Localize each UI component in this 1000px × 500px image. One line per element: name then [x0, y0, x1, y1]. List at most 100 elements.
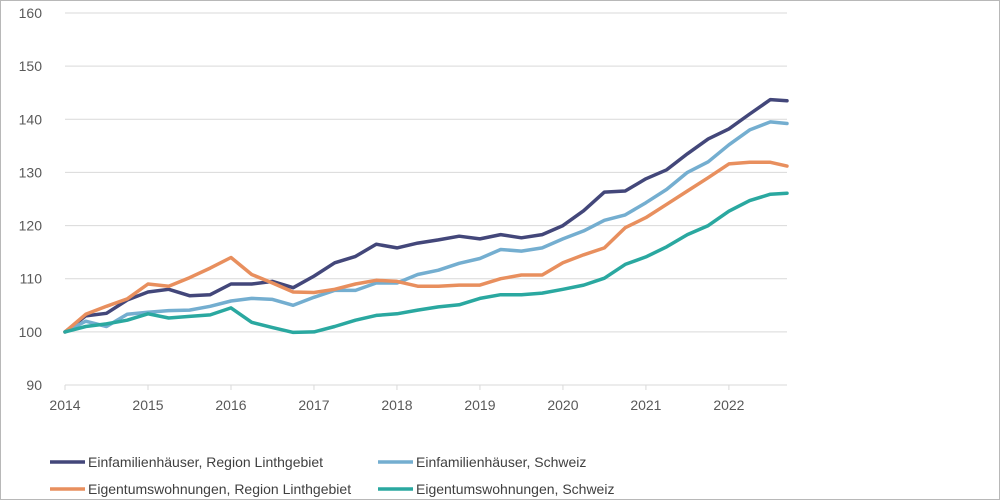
data-point [188, 295, 191, 297]
data-point [230, 283, 232, 285]
data-point [417, 309, 419, 311]
data-point [334, 262, 336, 264]
series-2 [63, 120, 789, 334]
data-point [396, 280, 398, 282]
data-point [786, 165, 788, 167]
data-point [728, 210, 730, 212]
data-point [375, 243, 377, 245]
data-point [188, 309, 191, 311]
data-point [583, 210, 585, 212]
data-point [147, 283, 149, 285]
data-point [105, 312, 108, 314]
data-point [728, 163, 730, 165]
series-line [63, 97, 789, 334]
data-point [417, 273, 419, 276]
data-point [645, 178, 647, 180]
data-point [437, 306, 439, 308]
data-point [209, 305, 211, 307]
data-point [645, 202, 647, 204]
data-point [500, 248, 502, 251]
data-point [168, 285, 170, 287]
data-point [458, 262, 460, 264]
y-tick-label: 130 [19, 164, 43, 180]
x-tick-label: 2021 [630, 397, 661, 413]
data-point [354, 319, 357, 321]
data-point [728, 128, 730, 130]
data-point [251, 321, 253, 323]
data-point [396, 247, 398, 249]
data-point [292, 291, 294, 293]
data-point [786, 192, 788, 194]
x-tick-label: 2014 [49, 397, 80, 413]
x-tick-label: 2020 [547, 397, 578, 413]
data-point [271, 327, 274, 329]
data-point [520, 294, 523, 296]
data-point [105, 305, 108, 307]
data-point [541, 247, 543, 249]
data-point [313, 296, 315, 298]
series-4 [63, 191, 789, 335]
data-point [209, 267, 211, 269]
data-point [562, 262, 564, 264]
legend-item-2: Einfamilienhäuser, Schweiz [378, 454, 586, 470]
data-point [500, 278, 502, 280]
data-point [209, 294, 211, 296]
data-point [707, 177, 709, 179]
x-tick-label: 2016 [215, 397, 246, 413]
data-point [786, 122, 788, 125]
data-point [251, 297, 253, 299]
data-point [666, 188, 668, 190]
y-tick-label: 150 [19, 58, 43, 74]
data-point [749, 129, 751, 131]
data-point [437, 269, 439, 271]
legend-label: Eigentumswohnungen, Region Linthgebiet [88, 481, 351, 497]
data-point [271, 282, 274, 284]
data-point [686, 190, 689, 192]
data-point [541, 274, 543, 276]
series-line [63, 160, 789, 334]
data-point [85, 313, 87, 315]
data-point [707, 161, 709, 163]
data-point [728, 144, 730, 146]
data-point [354, 255, 357, 257]
data-point [645, 256, 647, 258]
data-point [105, 325, 108, 328]
data-point [583, 284, 585, 286]
data-point [437, 239, 439, 241]
data-point [749, 161, 751, 163]
data-point [624, 190, 626, 192]
data-point [313, 291, 315, 294]
x-tick-label: 2015 [132, 397, 163, 413]
series-3 [63, 160, 789, 334]
data-point [354, 283, 357, 285]
y-axis-tick-labels: 90 100 110 120 130 140 150 160 [19, 5, 43, 393]
data-point [645, 217, 647, 219]
data-point [292, 287, 294, 289]
series-lines [63, 97, 789, 335]
data-point [603, 277, 606, 279]
data-point [251, 283, 253, 285]
x-tick-label: 2022 [713, 397, 744, 413]
data-point [85, 325, 87, 328]
legend-item-4: Eigentumswohnungen, Schweiz [378, 481, 614, 497]
data-point [334, 288, 336, 290]
legend-item-3: Eigentumswohnungen, Region Linthgebiet [50, 481, 351, 497]
data-point [686, 153, 689, 155]
data-point [603, 247, 606, 249]
data-point [105, 323, 108, 325]
data-point [562, 225, 564, 227]
data-point [168, 288, 170, 290]
x-tick-label: 2019 [464, 397, 495, 413]
data-point [520, 250, 523, 252]
data-point [769, 193, 772, 195]
y-tick-label: 90 [26, 377, 42, 393]
y-tick-label: 120 [19, 218, 43, 234]
legend-label: Einfamilienhäuser, Region Linthgebiet [88, 454, 323, 470]
data-point [749, 200, 751, 202]
data-point [479, 284, 481, 286]
data-point [541, 292, 543, 294]
data-point [786, 100, 788, 102]
data-point [313, 331, 315, 333]
data-point [707, 225, 709, 227]
data-point [520, 274, 523, 276]
